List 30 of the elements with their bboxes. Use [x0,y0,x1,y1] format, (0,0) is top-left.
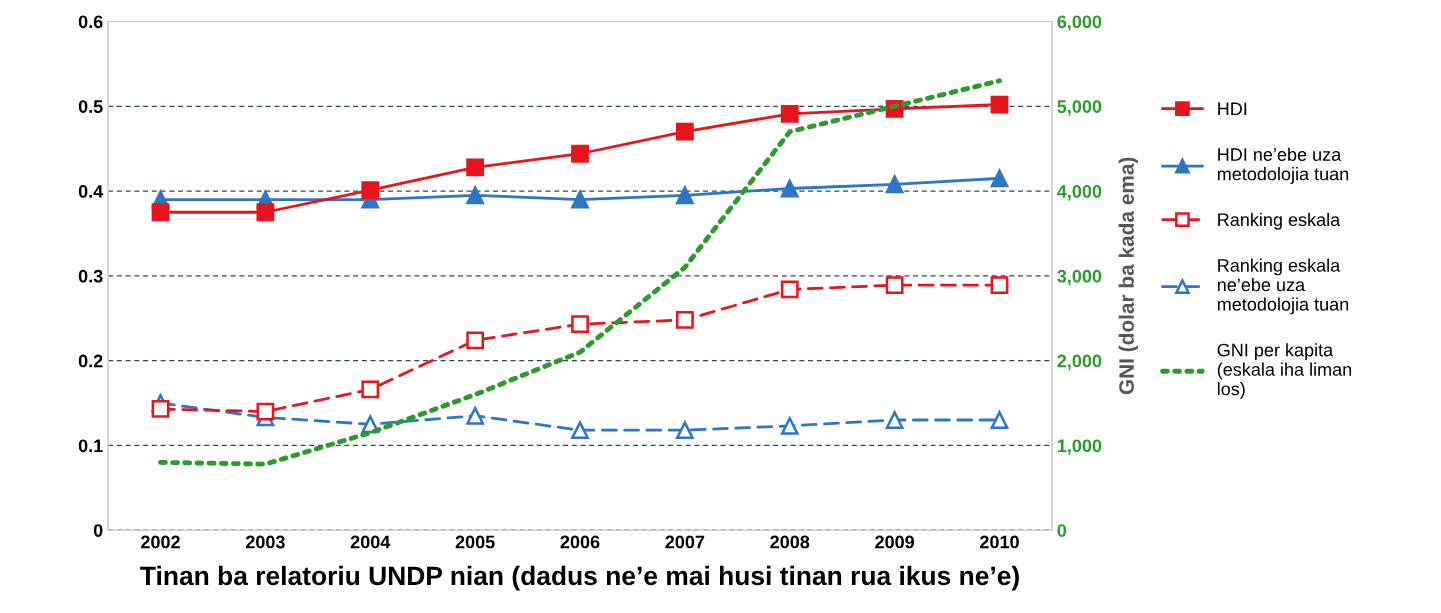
x-tick-label: 2003 [245,535,285,549]
y2-tick-label: 3,000 [1057,269,1102,286]
x-tick-label: 2006 [560,535,600,549]
y-tick-label: 0.6 [78,15,103,29]
y2-tick-label: 2,000 [1057,354,1102,370]
y2-tick-label: 4,000 [1057,184,1102,201]
x-tick-label: 2004 [350,535,391,549]
legend-label: HDI [1218,102,1247,116]
legend-label: Ranking eskala [1218,212,1341,230]
y-tick-label: 0 [93,524,103,537]
x-axis-title: Tinan ba relatoriu UNDP nian (dadus ne’e mai husi tinan rua ikus ne’e) [140,565,1019,591]
y-tick-label: 0.4 [78,184,104,198]
y-tick-label: 0.1 [78,439,103,453]
x-tick-label: 2005 [455,535,495,549]
y-tick-label: 0.5 [78,100,103,113]
y2-tick-label: 6,000 [1057,15,1102,31]
y-tick-label: 0.2 [78,354,103,368]
y-tick-label: 0.3 [78,269,103,283]
y2-axis-title: GNI (dolar ba kada ema) [1118,157,1139,395]
x-tick-label: 2010 [980,535,1019,549]
legend-label: Ranking eskala ne’ebe uza metodolojia tuan [1217,258,1349,315]
legend-label: HDI ne’ebe uza metodolojia tuan [1217,147,1349,184]
x-tick-label: 2007 [665,535,705,549]
x-tick-label: 2009 [875,535,915,549]
x-tick-label: 2002 [141,535,180,549]
x-tick-label: 2008 [770,535,810,549]
legend-label: GNI per kapita (eskala iha liman los) [1217,343,1352,399]
y2-tick-label: 1,000 [1057,439,1102,455]
y2-tick-label: 5,000 [1057,100,1102,116]
y2-tick-label: 0 [1057,524,1067,537]
